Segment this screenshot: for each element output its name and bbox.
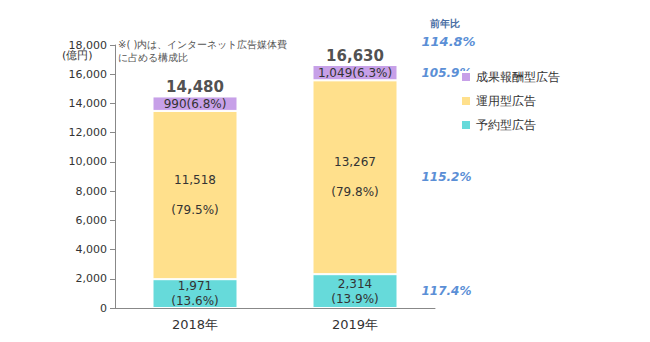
svg-text:成果報酬型広告: 成果報酬型広告 [476, 70, 560, 84]
svg-text:12,000: 12,000 [69, 126, 108, 139]
svg-text:11,518: 11,518 [174, 173, 216, 187]
svg-text:に占める構成比: に占める構成比 [118, 52, 188, 63]
svg-text:115.2%: 115.2% [422, 170, 472, 184]
svg-text:18,000: 18,000 [69, 39, 108, 52]
svg-text:14,000: 14,000 [69, 97, 108, 110]
svg-text:114.8%: 114.8% [422, 34, 476, 49]
svg-text:0: 0 [100, 302, 107, 315]
svg-text:4,000: 4,000 [76, 243, 108, 256]
svg-text:(億円): (億円) [62, 49, 93, 62]
svg-text:(13.9%): (13.9%) [331, 292, 378, 306]
svg-text:2,314: 2,314 [338, 277, 372, 291]
svg-text:予約型広告: 予約型広告 [476, 118, 536, 132]
svg-text:14,480: 14,480 [166, 78, 224, 96]
svg-text:2,000: 2,000 [76, 272, 108, 285]
svg-text:10,000: 10,000 [69, 155, 108, 168]
svg-text:117.4%: 117.4% [422, 284, 472, 298]
svg-text:前年比: 前年比 [429, 18, 460, 29]
svg-text:(79.5%): (79.5%) [171, 203, 218, 217]
svg-text:8,000: 8,000 [76, 185, 108, 198]
svg-text:2018年: 2018年 [172, 317, 218, 332]
svg-text:990(6.8%): 990(6.8%) [164, 97, 227, 111]
svg-text:※( )内は、インターネット広告媒体費: ※( )内は、インターネット広告媒体費 [118, 39, 287, 50]
svg-text:(13.6%): (13.6%) [171, 294, 218, 308]
svg-text:2019年: 2019年 [332, 317, 378, 332]
svg-text:6,000: 6,000 [76, 214, 108, 227]
svg-text:1,049(6.3%): 1,049(6.3%) [318, 66, 392, 80]
svg-text:運用型広告: 運用型広告 [476, 94, 536, 108]
svg-text:(79.8%): (79.8%) [331, 185, 378, 199]
svg-text:13,267: 13,267 [334, 155, 376, 169]
svg-text:16,000: 16,000 [69, 68, 108, 81]
svg-text:1,971: 1,971 [178, 279, 212, 293]
svg-text:16,630: 16,630 [326, 47, 384, 65]
svg-text:105.9%: 105.9% [421, 65, 472, 80]
